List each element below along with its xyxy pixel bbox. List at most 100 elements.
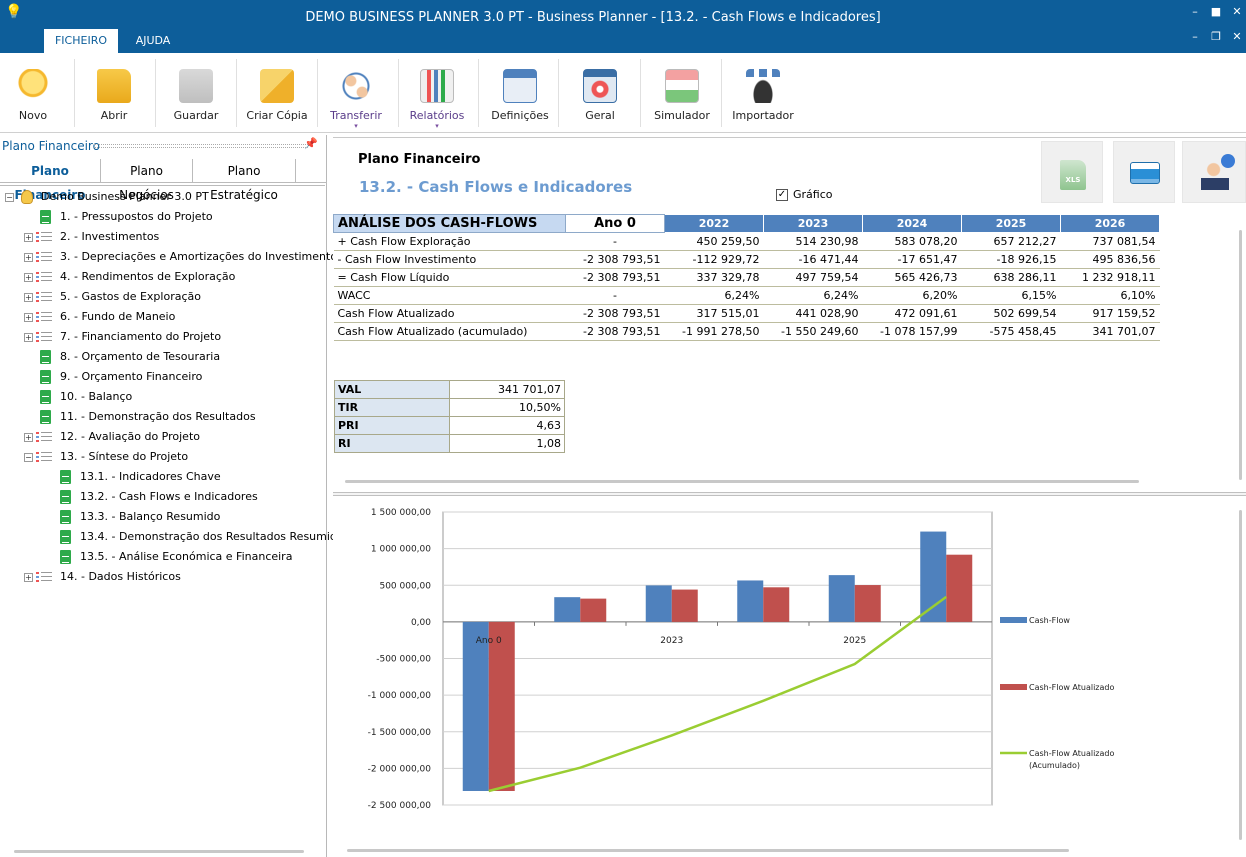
mdi-minimize-button[interactable]: – (1192, 30, 1198, 43)
ribbon-toolbar: Novo Abrir Guardar Criar Cópia Transferi… (0, 53, 1246, 133)
mdi-close-button[interactable]: ✕ (1232, 30, 1242, 43)
tree-item[interactable]: 9. - Orçamento Financeiro (0, 367, 322, 387)
table-cell: 6,20% (862, 286, 962, 305)
title-bar: 💡 DEMO BUSINESS PLANNER 3.0 PT - Busines… (0, 0, 1246, 53)
definicoes-button[interactable]: Definições (488, 61, 552, 131)
tree-root[interactable]: − Demo Business Planner 3.0 PT (5, 190, 209, 204)
collapse-icon[interactable]: − (24, 453, 33, 462)
tree-item[interactable]: 13.3. - Balanço Resumido (0, 507, 322, 527)
tab-plano-estrategico[interactable]: Plano Estratégico (193, 159, 296, 202)
pin-icon[interactable]: 📌 (304, 137, 318, 150)
minimize-button[interactable]: – (1192, 5, 1198, 18)
table-row: - Cash Flow Investimento -2 308 793,51 -11… (333, 250, 1160, 269)
geral-button[interactable]: Geral (570, 61, 630, 131)
tab-plano-financeiro[interactable]: Plano Financeiro (0, 159, 101, 202)
table-horizontal-scrollbar[interactable] (345, 480, 1139, 483)
spreadsheet-doc-icon (60, 490, 71, 504)
y-tick-label: 500 000,00 (379, 581, 431, 591)
close-button[interactable]: ✕ (1232, 5, 1242, 18)
transferir-button[interactable]: Transferir ▾ (326, 61, 386, 131)
y-tick-label: -2 500 000,00 (368, 801, 432, 811)
tree-item[interactable]: +4. - Rendimentos de Exploração (0, 267, 322, 287)
tree-item[interactable]: 13.4. - Demonstração dos Resultados Resu… (0, 527, 344, 547)
table-cell: 502 699,54 (961, 304, 1061, 323)
abrir-button[interactable]: Abrir (84, 61, 144, 131)
criar-copia-button[interactable]: Criar Cópia (244, 61, 310, 131)
left-panel: Plano Financeiro 📌 Plano Financeiro Plan… (0, 135, 344, 857)
tree-item-label: 8. - Orçamento de Tesouraria (60, 350, 221, 363)
tree-item-label: 13. - Síntese do Projeto (60, 450, 189, 463)
left-horizontal-scrollbar[interactable] (14, 850, 304, 853)
tree-item[interactable]: +14. - Dados Históricos (0, 567, 322, 587)
tab-plano-negocios[interactable]: Plano Negócios (101, 159, 193, 202)
tree-item-label: 2. - Investimentos (60, 230, 160, 243)
bar-cash-flow-atualizado (580, 598, 607, 622)
tree-item[interactable]: +12. - Avaliação do Projeto (0, 427, 322, 447)
guardar-button[interactable]: Guardar (165, 61, 227, 131)
expand-icon[interactable]: + (24, 253, 33, 262)
table-cell: -2 308 793,51 (565, 250, 665, 269)
project-tree: − Demo Business Planner 3.0 PT 1. - Pres… (0, 185, 344, 845)
row-label: - Cash Flow Investimento (333, 250, 566, 269)
expand-icon[interactable]: + (24, 273, 33, 282)
chart-vertical-scrollbar[interactable] (1239, 510, 1242, 840)
expand-icon[interactable]: + (24, 293, 33, 302)
simulador-button[interactable]: Simulador (650, 61, 714, 131)
tree-item[interactable]: +7. - Financiamento do Projeto (0, 327, 322, 347)
export-xls-button[interactable]: XLS (1041, 141, 1103, 203)
header-year0: Ano 0 (565, 214, 665, 233)
table-vertical-scrollbar[interactable] (1239, 230, 1242, 480)
tree-item[interactable]: +6. - Fundo de Maneio (0, 307, 322, 327)
chart-horizontal-scrollbar[interactable] (347, 849, 1069, 852)
tree-item-label: 3. - Depreciações e Amortizações do Inve… (60, 250, 338, 263)
row-label: = Cash Flow Líquido (333, 268, 566, 287)
tab-ficheiro[interactable]: FICHEIRO (44, 29, 118, 53)
transferir-dropdown-icon[interactable]: ▾ (354, 122, 358, 130)
print-button[interactable] (1113, 141, 1175, 203)
importador-button[interactable]: Importador (730, 61, 796, 131)
header-year: 2023 (763, 214, 863, 233)
expand-icon[interactable]: + (24, 333, 33, 342)
tree-item-label: 10. - Balanço (60, 390, 133, 403)
table-cell: 6,15% (961, 286, 1061, 305)
legend-label-cash-flow-atualizado: Cash-Flow Atualizado (1029, 683, 1114, 692)
expand-icon[interactable]: + (24, 313, 33, 322)
expand-icon[interactable]: + (24, 433, 33, 442)
help-support-button[interactable] (1182, 141, 1246, 203)
table-title: ANÁLISE DOS CASH-FLOWS (333, 214, 566, 233)
header-year: 2025 (961, 214, 1061, 233)
table-cell: 514 230,98 (763, 232, 863, 251)
tree-item[interactable]: +3. - Depreciações e Amortizações do Inv… (0, 247, 337, 267)
expand-icon[interactable]: + (24, 233, 33, 242)
tab-ajuda[interactable]: AJUDA (135, 34, 171, 47)
tree-item[interactable]: 8. - Orçamento de Tesouraria (0, 347, 322, 367)
mdi-restore-button[interactable]: ❐ (1211, 30, 1221, 43)
relatorios-button[interactable]: Relatórios ▾ (406, 61, 468, 131)
tree-item[interactable]: +2. - Investimentos (0, 227, 322, 247)
bar-cash-flow-atualizado (488, 621, 515, 791)
xls-file-icon: XLS (1060, 160, 1086, 190)
panel-splitter[interactable] (333, 492, 1246, 496)
tree-item[interactable]: 11. - Demonstração dos Resultados (0, 407, 322, 427)
bar-cash-flow-atualizado (763, 587, 790, 622)
bar-cash-flow (462, 621, 489, 791)
tree-item[interactable]: 1. - Pressupostos do Projeto (0, 207, 322, 227)
relatorios-dropdown-icon[interactable]: ▾ (435, 122, 439, 130)
tree-item[interactable]: 13.5. - Análise Económica e Financeira (0, 547, 322, 567)
tree-item[interactable]: 10. - Balanço (0, 387, 322, 407)
maximize-button[interactable]: ■ (1210, 5, 1222, 18)
legend-label-acumulado: Cash-Flow Atualizado (1029, 749, 1114, 758)
tree-item[interactable]: − 13. - Síntese do Projeto (0, 447, 322, 467)
tree-item[interactable]: 13.2. - Cash Flows e Indicadores (0, 487, 322, 507)
tree-item[interactable]: 13.1. - Indicadores Chave (0, 467, 322, 487)
grafico-checkbox[interactable]: ✓ Gráfico (776, 188, 833, 201)
expand-icon[interactable]: + (24, 573, 33, 582)
tree-item-label: 14. - Dados Históricos (60, 570, 181, 583)
folder-list-icon (36, 431, 52, 443)
table-row: Cash Flow Atualizado (acumulado) -2 308 7… (333, 322, 1160, 341)
tree-item[interactable]: +5. - Gastos de Exploração (0, 287, 322, 307)
novo-button[interactable]: Novo (5, 61, 61, 131)
tree-item-label: 5. - Gastos de Exploração (60, 290, 201, 303)
table-cell: 341 701,07 (1060, 322, 1160, 341)
collapse-icon[interactable]: − (5, 193, 14, 202)
